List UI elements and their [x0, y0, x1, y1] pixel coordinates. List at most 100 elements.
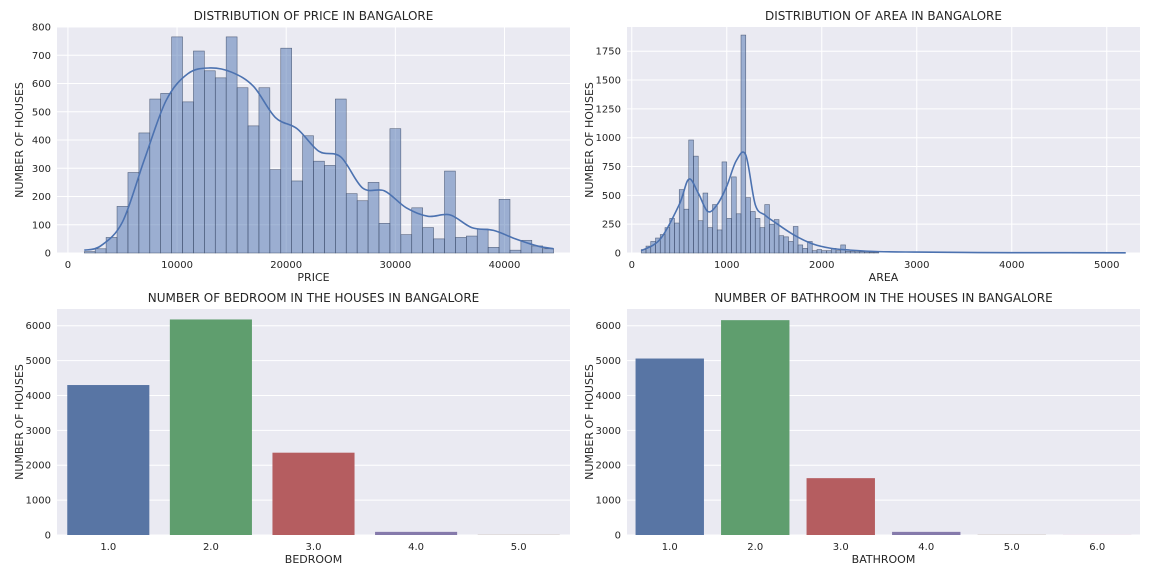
histogram-bar	[542, 248, 554, 254]
y-tick-label: 3000	[26, 426, 51, 437]
x-tick-label: 4000	[999, 260, 1024, 271]
y-tick-label: 500	[32, 107, 51, 118]
histogram-bar	[313, 160, 325, 254]
histogram-bar	[731, 176, 737, 254]
y-axis-label: NUMBER OF HOUSES	[583, 82, 596, 198]
bar	[375, 531, 458, 535]
y-tick-label: 1500	[596, 76, 621, 87]
x-tick-label: 0	[65, 260, 71, 271]
histogram-bar	[868, 252, 875, 254]
y-tick-label: 200	[32, 192, 51, 203]
y-tick-label: 300	[32, 164, 51, 175]
bar	[721, 320, 790, 535]
x-tick-label: 3.0	[306, 542, 322, 553]
histogram-bar	[127, 172, 140, 254]
y-tick-label: 500	[602, 191, 621, 202]
x-tick-label: 3.0	[833, 542, 849, 553]
histogram-bar	[845, 250, 851, 254]
x-tick-label: 6.0	[1089, 542, 1105, 553]
y-tick-label: 1000	[596, 496, 621, 507]
kde-curve	[640, 151, 1126, 254]
histogram-bar	[764, 204, 770, 254]
histogram-bar	[750, 211, 756, 254]
y-axis-label: NUMBER OF HOUSES	[13, 364, 26, 480]
y-tick-label: 5000	[596, 356, 621, 367]
histogram-bar	[455, 237, 467, 254]
x-tick-label: 0	[629, 260, 635, 271]
x-tick-label: 10000	[161, 260, 193, 271]
x-tick-label: 40000	[489, 260, 521, 271]
x-tick-label: 1000	[714, 260, 739, 271]
histogram-bar	[258, 87, 271, 254]
x-tick-label: 5000	[1094, 260, 1119, 271]
histogram-bar	[269, 169, 282, 254]
x-axis-label: PRICE	[297, 271, 329, 284]
histogram-bar	[726, 218, 732, 254]
y-tick-label: 0	[45, 531, 51, 542]
bar	[169, 319, 252, 535]
histogram-bar	[683, 208, 690, 254]
histogram-bar	[345, 193, 358, 254]
x-tick-label: 30000	[379, 260, 411, 271]
histogram-bar	[716, 229, 723, 254]
y-tick-label: 800	[32, 23, 51, 34]
x-tick-label: 1.0	[100, 542, 116, 553]
y-tick-label: 2000	[26, 461, 51, 472]
x-axis-label: AREA	[869, 271, 899, 284]
histogram-bar	[335, 98, 347, 254]
histogram-bar	[204, 70, 216, 254]
y-tick-label: 1250	[596, 104, 621, 115]
histogram-bar	[160, 93, 172, 254]
histogram-bar	[83, 251, 96, 254]
histogram-bar	[712, 204, 718, 254]
histogram-bar	[797, 244, 804, 254]
histogram-bar	[702, 192, 709, 254]
histogram-bar	[280, 47, 292, 254]
histogram-bar	[356, 200, 369, 254]
histogram-bar	[792, 226, 799, 254]
y-tick-label: 100	[32, 220, 51, 231]
kde-curve	[84, 67, 554, 251]
histogram-bar	[811, 250, 818, 254]
histogram-bar	[754, 218, 761, 254]
histogram-bar	[735, 213, 742, 254]
histogram-bar	[324, 165, 336, 254]
histogram-bar	[697, 220, 704, 254]
y-tick-label: 4000	[26, 391, 51, 402]
y-tick-label: 600	[32, 79, 51, 90]
histogram-bar	[707, 227, 713, 254]
histogram-bar	[721, 161, 728, 254]
x-tick-label: 2000	[809, 260, 834, 271]
histogram-bar	[835, 250, 842, 254]
bar	[272, 452, 355, 535]
histogram-bar	[864, 251, 870, 254]
histogram-bar	[400, 234, 413, 254]
histogram-bar	[509, 249, 522, 254]
histogram-bar	[466, 235, 478, 254]
y-tick-label: 1000	[26, 496, 51, 507]
histogram-bar	[745, 197, 751, 254]
histogram-bar	[778, 235, 785, 254]
histogram-bar	[291, 180, 303, 254]
x-tick-label: 5.0	[511, 542, 527, 553]
y-tick-label: 0	[615, 531, 621, 542]
histogram-bar	[807, 241, 813, 254]
histogram-bar	[444, 170, 456, 254]
y-axis-label: NUMBER OF HOUSES	[13, 82, 26, 198]
y-tick-label: 0	[615, 249, 621, 260]
x-axis-label: BATHROOM	[852, 553, 916, 566]
histogram-bar	[849, 250, 856, 254]
histogram-bar	[422, 227, 434, 254]
histogram-bar	[193, 50, 205, 254]
y-tick-label: 6000	[26, 321, 51, 332]
histogram-bar	[182, 101, 194, 254]
histogram-bar	[783, 236, 789, 254]
histogram-bar	[859, 251, 865, 254]
x-tick-label: 4.0	[408, 542, 424, 553]
histogram-bar	[433, 238, 445, 254]
histogram-bar	[225, 36, 238, 254]
y-tick-label: 3000	[596, 426, 621, 437]
y-tick-label: 4000	[596, 391, 621, 402]
y-tick-label: 6000	[596, 321, 621, 332]
y-axis-label: NUMBER OF HOUSES	[583, 364, 596, 480]
